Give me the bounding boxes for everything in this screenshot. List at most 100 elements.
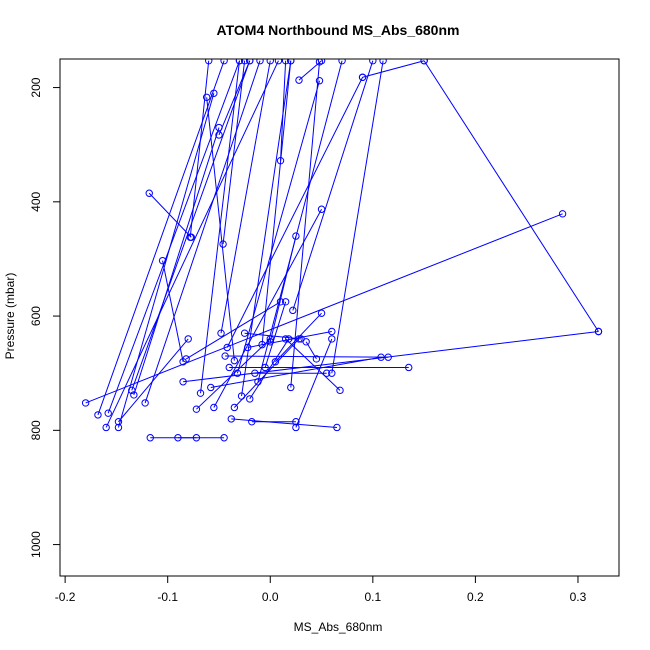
data-point bbox=[141, 399, 149, 407]
data-point bbox=[219, 240, 227, 248]
data-point bbox=[292, 232, 300, 240]
data-point bbox=[235, 59, 244, 65]
data-point bbox=[207, 383, 215, 392]
data-point bbox=[246, 395, 254, 403]
series-18 bbox=[202, 93, 239, 365]
plot-frame bbox=[59, 58, 620, 577]
series-39 bbox=[266, 232, 300, 346]
data-point bbox=[230, 403, 239, 412]
data-point bbox=[223, 343, 231, 352]
data-point bbox=[594, 327, 603, 336]
y-tick-label: 400 bbox=[29, 191, 43, 211]
data-point bbox=[322, 369, 331, 377]
data-point bbox=[281, 59, 290, 65]
data-point bbox=[130, 391, 138, 399]
data-point bbox=[328, 369, 336, 377]
data-point bbox=[184, 335, 192, 343]
series-8 bbox=[141, 59, 264, 407]
chart-title: ATOM4 Northbound MS_Abs_680nm bbox=[217, 22, 460, 38]
series-1 bbox=[94, 59, 228, 419]
data-point bbox=[240, 59, 249, 65]
data-point bbox=[292, 423, 300, 432]
data-point bbox=[237, 392, 246, 400]
series-line bbox=[331, 60, 384, 374]
data-point bbox=[287, 59, 295, 65]
data-point bbox=[220, 434, 228, 442]
x-axis-label: MS_Abs_680nm bbox=[294, 620, 383, 634]
data-point bbox=[261, 363, 269, 372]
series-37 bbox=[258, 59, 295, 349]
x-tick-label: 0.1 bbox=[364, 590, 381, 604]
data-point bbox=[192, 434, 201, 442]
series-line bbox=[185, 301, 281, 360]
series-24 bbox=[221, 352, 392, 361]
series-line bbox=[257, 60, 343, 382]
series-34 bbox=[248, 418, 300, 426]
series-line bbox=[222, 60, 246, 245]
series-21 bbox=[215, 59, 254, 139]
data-point bbox=[281, 335, 290, 343]
data-point bbox=[405, 363, 413, 372]
data-point bbox=[186, 233, 194, 241]
data-point bbox=[182, 355, 190, 363]
series-line bbox=[290, 61, 320, 388]
series-43 bbox=[287, 59, 324, 392]
data-point bbox=[271, 358, 280, 366]
series-line bbox=[85, 213, 563, 404]
series-line bbox=[264, 301, 287, 368]
series-line bbox=[133, 127, 220, 396]
data-point bbox=[295, 335, 303, 343]
data-point bbox=[225, 363, 233, 372]
series-22 bbox=[217, 59, 274, 337]
data-point bbox=[336, 386, 344, 395]
series-line bbox=[105, 60, 279, 428]
series-line bbox=[249, 338, 290, 400]
data-point bbox=[281, 298, 290, 306]
y-tick-label: 200 bbox=[29, 77, 43, 97]
data-point bbox=[240, 329, 249, 337]
series-50 bbox=[420, 59, 603, 336]
series-2 bbox=[102, 59, 283, 432]
series-line bbox=[226, 77, 364, 348]
data-point bbox=[315, 77, 324, 85]
data-point bbox=[174, 434, 182, 442]
series-line bbox=[280, 60, 287, 161]
data-point bbox=[266, 59, 274, 65]
y-tick-label: 600 bbox=[29, 306, 43, 326]
series-5 bbox=[114, 335, 192, 426]
plot-area bbox=[81, 59, 603, 442]
series-29 bbox=[233, 77, 324, 377]
series-line bbox=[196, 338, 271, 410]
data-point bbox=[114, 418, 123, 426]
data-point bbox=[246, 59, 254, 65]
data-point bbox=[217, 329, 225, 337]
data-point bbox=[251, 369, 259, 377]
series-40 bbox=[271, 309, 326, 366]
y-axis-label: Pressure (mbar) bbox=[3, 273, 17, 360]
data-point bbox=[196, 389, 205, 397]
series-line bbox=[220, 60, 271, 334]
x-tick-label: 0.2 bbox=[467, 590, 484, 604]
data-point bbox=[220, 59, 228, 65]
data-point bbox=[302, 338, 310, 346]
data-point bbox=[81, 399, 90, 407]
series-15 bbox=[186, 59, 213, 241]
series-32 bbox=[244, 327, 336, 352]
series-line bbox=[275, 312, 322, 363]
series-line bbox=[131, 60, 251, 391]
series-line bbox=[162, 260, 184, 362]
series-line bbox=[236, 80, 320, 374]
data-point bbox=[420, 59, 428, 65]
data-point bbox=[256, 59, 264, 65]
data-point bbox=[102, 423, 110, 432]
series-23 bbox=[219, 59, 249, 248]
x-tick-label: 0.3 bbox=[570, 590, 587, 604]
data-point bbox=[317, 309, 326, 317]
data-point bbox=[205, 59, 213, 65]
series-line bbox=[183, 330, 599, 383]
data-point bbox=[158, 256, 167, 265]
data-point bbox=[338, 59, 346, 65]
data-point bbox=[358, 73, 367, 81]
data-point bbox=[295, 76, 303, 84]
data-point bbox=[274, 59, 283, 65]
